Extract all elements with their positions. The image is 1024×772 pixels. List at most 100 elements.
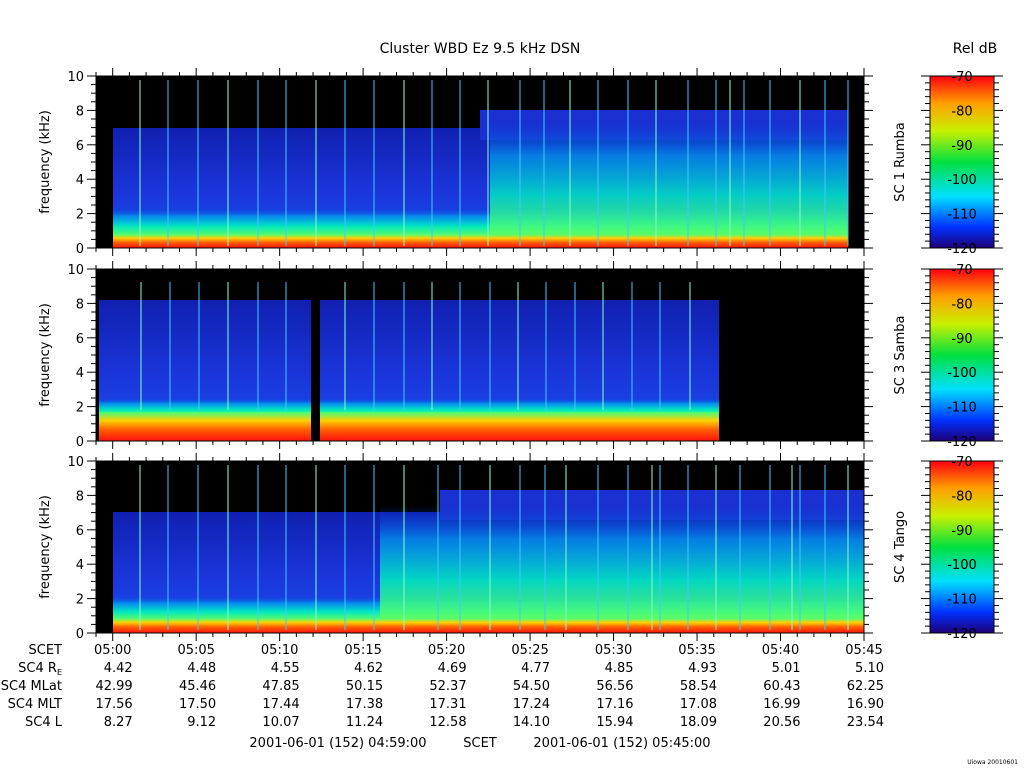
ephemeris-value: 17.50	[179, 697, 216, 712]
ephemeris-row-label: SC4 MLT	[8, 697, 62, 712]
panel-sc3-ylabel: frequency (kHz)	[38, 303, 53, 407]
ephemeris-value: 45.46	[179, 679, 216, 694]
colorbar-tick-label: -120	[947, 435, 977, 450]
ephemeris-value: 62.25	[847, 679, 884, 694]
panel-sc4-colorbar	[929, 460, 995, 634]
ephemeris-value: 15.94	[596, 715, 633, 730]
panel-sc4-right-ticks	[864, 460, 873, 634]
ephemeris-value: 4.85	[605, 661, 634, 676]
panel-sc3: 0 2 4 6 8 10 frequency (kHz) SC 3 Samba -70 -8…	[38, 263, 1003, 450]
panel-sc4-ylabel: frequency (kHz)	[38, 495, 53, 599]
time-label: 05:35	[678, 643, 715, 658]
ephemeris-value: 47.85	[262, 679, 299, 694]
ephemeris-value: 17.24	[513, 697, 550, 712]
credit-text: Uiowa 20010601	[967, 759, 1018, 766]
colorbar-tick-label: -100	[947, 558, 977, 573]
panel-sc1-ylabel: frequency (kHz)	[38, 110, 53, 214]
ephemeris-value: 16.99	[763, 697, 800, 712]
ephemeris-value: 56.56	[596, 679, 633, 694]
y-tick-label: 0	[76, 627, 84, 642]
panel-sc1-colorbar	[929, 75, 995, 249]
colorbar-tick-label: -70	[951, 263, 972, 278]
ephemeris-label-text: SC4 MLT	[8, 697, 62, 712]
panel-sc4-colorbar-ticks: -70 -80 -90 -100 -110 -120	[921, 455, 1003, 642]
panel-sc3-colorbar	[929, 268, 995, 442]
panel-sc1-band	[113, 234, 848, 248]
time-labels: 05:00 05:05 05:10 05:15 05:20 05:25 05:30 05:35…	[94, 643, 883, 658]
ephemeris-value: 18.09	[680, 715, 717, 730]
ephemeris-value: 11.24	[346, 715, 383, 730]
ephemeris-value: 23.54	[847, 715, 884, 730]
ephemeris-row-label: SC4 MLat	[1, 679, 62, 694]
ephemeris-label-text: SC4 R	[18, 661, 57, 676]
panel-sc3-gap	[311, 270, 320, 441]
panel-sc3-y-axis: 0 2 4 6 8 10	[67, 263, 96, 450]
time-label: 05:20	[428, 643, 465, 658]
y-tick-label: 8	[76, 297, 84, 312]
panel-sc3-right-ticks	[864, 268, 873, 442]
y-tick-label: 10	[67, 455, 84, 470]
time-label: 05:30	[595, 643, 632, 658]
panel-sc3-name: SC 3 Samba	[893, 316, 908, 395]
panel-sc4-hiss-late	[380, 505, 864, 620]
ephemeris-value: 50.15	[346, 679, 383, 694]
y-tick-label: 6	[76, 524, 84, 539]
time-label: 05:05	[177, 643, 214, 658]
y-tick-label: 0	[76, 242, 84, 257]
ephemeris-value: 54.50	[513, 679, 550, 694]
ephemeris-value: 4.69	[438, 661, 467, 676]
colorbar-tick-label: -100	[947, 173, 977, 188]
colorbar-title: Rel dB	[953, 41, 998, 57]
ephemeris-value: 8.27	[104, 715, 133, 730]
time-label: 05:40	[762, 643, 799, 658]
ephemeris-label-text: SC4 L	[25, 715, 63, 730]
panel-sc3-streaks	[140, 282, 691, 410]
colorbar-tick-label: -80	[951, 489, 972, 504]
ephemeris-value: 20.56	[763, 715, 800, 730]
colorbar-tick-label: -120	[947, 627, 977, 642]
colorbar-tick-label: -90	[951, 332, 972, 347]
ephemeris-value: 10.07	[262, 715, 299, 730]
panel-sc3-hiss	[99, 398, 719, 416]
panel-sc1-name: SC 1 Rumba	[893, 122, 908, 201]
colorbar-tick-label: -80	[951, 104, 972, 119]
panel-sc4-streaks	[139, 465, 849, 630]
time-label: 05:45	[845, 643, 882, 658]
time-label: 05:00	[94, 643, 131, 658]
ephemeris-table: SCET 05:00 05:05 05:10 05:15 05:20 05:25 05:30…	[1, 643, 884, 730]
y-tick-label: 6	[76, 139, 84, 154]
panel-sc4-band	[113, 618, 864, 633]
footer-end-time: 2001-06-01 (152) 05:45:00	[533, 736, 710, 751]
ephemeris-value: 4.62	[354, 661, 383, 676]
y-tick-label: 6	[76, 332, 84, 347]
footer-scet: SCET	[463, 736, 497, 751]
colorbar-tick-label: -110	[947, 401, 977, 416]
colorbar-tick-label: -80	[951, 297, 972, 312]
ephemeris-value: 17.44	[262, 697, 299, 712]
colorbar-tick-label: -110	[947, 593, 977, 608]
panel-sc3-colorbar-ticks: -70 -80 -90 -100 -110 -120	[921, 263, 1003, 450]
ephemeris-row-label: SC4 L	[25, 715, 63, 730]
ephemeris-row-label: SC4 RE	[18, 661, 62, 677]
y-tick-label: 4	[76, 366, 84, 381]
ephemeris-value: 17.38	[346, 697, 383, 712]
y-tick-label: 2	[76, 401, 84, 416]
time-label: 05:25	[511, 643, 548, 658]
y-tick-label: 2	[76, 208, 84, 223]
time-label: 05:15	[344, 643, 381, 658]
ephemeris-value: 9.12	[187, 715, 216, 730]
y-tick-label: 4	[76, 173, 84, 188]
y-tick-label: 10	[67, 263, 84, 278]
figure-title: Cluster WBD Ez 9.5 kHz DSN	[380, 41, 581, 57]
ephemeris-value: 42.99	[95, 679, 132, 694]
ephemeris-value: 4.55	[271, 661, 300, 676]
panel-sc4-y-axis: 0 2 4 6 8 10	[67, 455, 96, 642]
ephemeris-value: 4.48	[187, 661, 216, 676]
colorbar-tick-label: -110	[947, 208, 977, 223]
ephemeris-value: 5.10	[855, 661, 884, 676]
panel-sc1: 0 2 4 6 8 10 frequency (kHz) SC 1 Rumba -70 -8…	[38, 70, 1003, 257]
ephemeris-value: 17.16	[596, 697, 633, 712]
ephemeris-value: 60.43	[763, 679, 800, 694]
y-tick-label: 2	[76, 593, 84, 608]
